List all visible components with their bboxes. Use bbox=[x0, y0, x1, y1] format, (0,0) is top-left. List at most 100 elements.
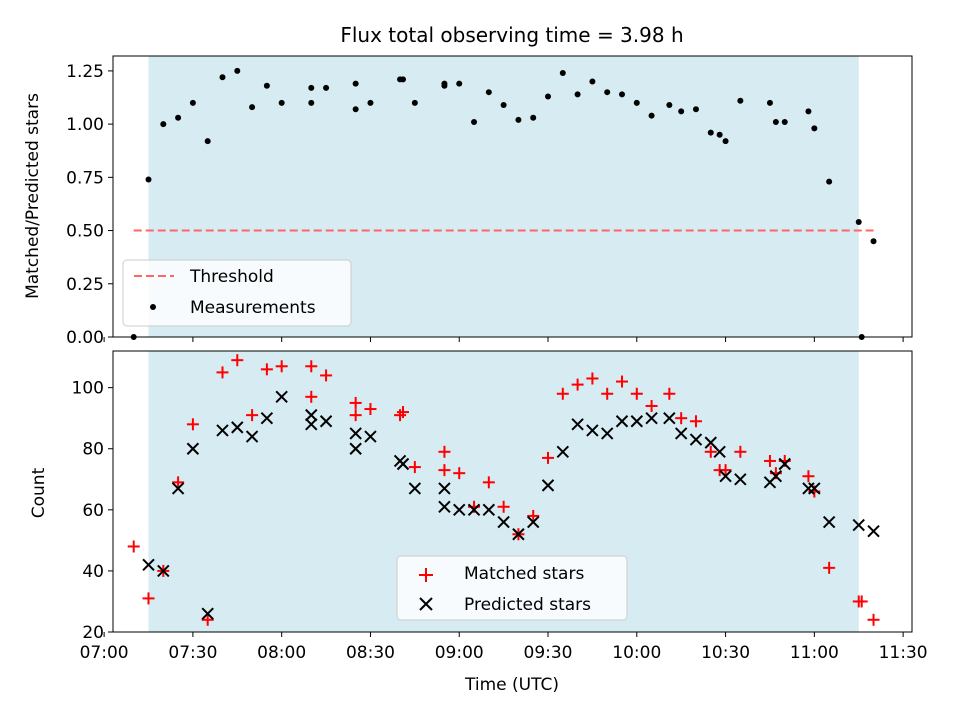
y-tick-label: 20 bbox=[82, 623, 104, 643]
matched-star-point bbox=[615, 375, 628, 388]
measurement-point bbox=[805, 108, 812, 115]
measurement-point bbox=[308, 99, 315, 106]
predicted-star-point bbox=[396, 457, 410, 471]
measurement-point bbox=[766, 99, 773, 106]
matched-star-point bbox=[601, 387, 614, 400]
measurement-point bbox=[471, 118, 478, 125]
bottom-axes-frame bbox=[112, 350, 913, 633]
matched-star-point bbox=[867, 613, 880, 626]
measurement-point bbox=[500, 101, 507, 108]
predicted-star-point bbox=[171, 482, 185, 495]
measurement-point bbox=[618, 91, 625, 98]
predicted-star-point bbox=[645, 411, 658, 425]
measurement-point bbox=[278, 99, 285, 106]
x-tick-label: 11:00 bbox=[790, 643, 839, 663]
y-tick-label: 1.00 bbox=[66, 115, 104, 135]
measurement-point bbox=[234, 67, 241, 74]
matched-star-point bbox=[689, 415, 702, 428]
measurement-point bbox=[400, 76, 407, 83]
y-tick-label: 0.00 bbox=[66, 328, 104, 348]
measurement-point bbox=[722, 138, 729, 145]
matched-star-point bbox=[275, 360, 288, 373]
measurement-point bbox=[855, 219, 862, 226]
predicted-star-point bbox=[275, 390, 288, 404]
y-tick-label: 100 bbox=[72, 379, 104, 399]
matched-star-point bbox=[586, 372, 599, 385]
predicted-star-point bbox=[808, 482, 821, 495]
measurement-point bbox=[145, 176, 152, 183]
matched-star-point bbox=[663, 387, 676, 400]
top-y-axis-label: Matched/Predicted stars bbox=[23, 93, 43, 299]
x-tick-label: 10:30 bbox=[701, 643, 750, 663]
bottom-y-ticks: 20 40 60 80 100 bbox=[72, 379, 113, 643]
flux-ratio-panel: Flux total observing time = 3.98 h 0.000… bbox=[23, 23, 913, 348]
measurement-point bbox=[352, 80, 359, 87]
predicted-star-point bbox=[157, 564, 170, 578]
matched-star-point bbox=[497, 500, 510, 513]
predicted-star-point bbox=[482, 503, 496, 517]
matched-star-point bbox=[142, 592, 155, 605]
star-count-points bbox=[127, 354, 880, 626]
matched-star-point bbox=[571, 378, 584, 391]
measurement-point bbox=[781, 118, 788, 125]
matched-star-point bbox=[823, 561, 836, 574]
y-tick-label: 0.75 bbox=[66, 168, 104, 188]
predicted-star-point bbox=[349, 442, 362, 455]
matched-star-point bbox=[630, 387, 643, 400]
matched-star-point bbox=[645, 399, 658, 412]
predicted-star-point bbox=[615, 415, 629, 428]
measurement-point bbox=[219, 74, 226, 81]
bottom-legend: Matched stars Predicted stars bbox=[396, 555, 628, 621]
predicted-star-point bbox=[438, 500, 451, 513]
x-tick-label: 09:30 bbox=[524, 643, 573, 663]
y-tick-label: 0.50 bbox=[66, 222, 104, 242]
predicted-star-point bbox=[713, 445, 726, 459]
predicted-star-point bbox=[778, 457, 791, 471]
matched-star-point bbox=[408, 461, 421, 474]
x-tick-label: 10:00 bbox=[612, 643, 661, 663]
measurement-point bbox=[204, 138, 211, 145]
x-tick-label: 09:00 bbox=[435, 643, 484, 663]
top-axes-frame bbox=[112, 55, 913, 338]
matched-star-point bbox=[675, 412, 688, 425]
matched-star-point bbox=[186, 418, 199, 431]
matched-star-point bbox=[305, 360, 318, 373]
measurement-point bbox=[189, 99, 196, 106]
predicted-star-point bbox=[734, 473, 747, 486]
legend-matched-swatch bbox=[419, 568, 433, 582]
measurement-point bbox=[633, 99, 640, 106]
measurement-point bbox=[441, 80, 448, 87]
measurement-point bbox=[545, 93, 552, 100]
matched-star-point bbox=[172, 476, 185, 489]
matched-star-point bbox=[397, 406, 410, 419]
matched-star-point bbox=[231, 354, 244, 367]
measurement-point bbox=[737, 97, 744, 104]
x-axis-label: Time (UTC) bbox=[464, 675, 559, 695]
y-tick-label: 1.25 bbox=[66, 62, 104, 82]
matched-star-point bbox=[719, 464, 732, 477]
predicted-star-point bbox=[689, 433, 703, 446]
predicted-star-point bbox=[201, 607, 214, 620]
legend-measurements-label: Measurements bbox=[190, 298, 316, 318]
matched-star-point bbox=[482, 476, 495, 489]
predicted-star-point bbox=[674, 427, 688, 440]
matched-star-point bbox=[556, 387, 569, 400]
y-tick-label: 0.25 bbox=[66, 275, 104, 295]
measurement-point bbox=[692, 106, 699, 113]
predicted-star-point bbox=[541, 479, 555, 492]
legend-matched-label: Matched stars bbox=[464, 564, 584, 584]
predicted-star-point bbox=[586, 424, 599, 437]
predicted-star-point bbox=[802, 482, 815, 495]
measurement-point bbox=[707, 129, 714, 136]
matched-star-point bbox=[704, 445, 717, 458]
matched-star-point bbox=[364, 403, 377, 416]
top-y-ticks: 0.00 0.25 0.50 0.75 1.00 1.25 bbox=[66, 62, 113, 348]
measurement-point bbox=[175, 114, 182, 121]
star-count-panel: 20 40 60 80 100 07:00 07:30 08:00 08:30 09:00 09:… bbox=[29, 350, 928, 695]
measurement-point bbox=[772, 118, 779, 125]
measurement-point bbox=[323, 84, 330, 91]
predicted-star-point bbox=[260, 411, 274, 425]
measurement-point bbox=[559, 70, 566, 77]
measurement-point bbox=[263, 82, 270, 89]
predicted-star-point bbox=[142, 558, 155, 572]
